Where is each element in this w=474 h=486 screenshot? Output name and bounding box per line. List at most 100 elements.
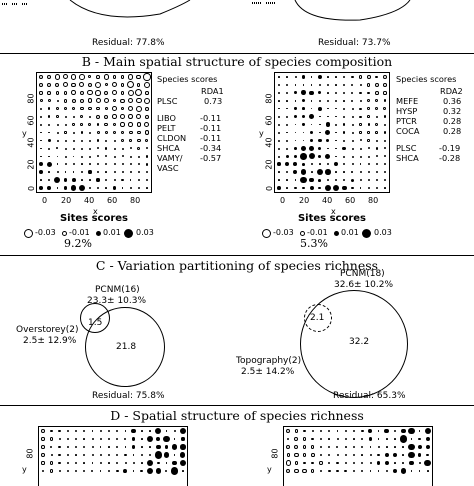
site-score-dot [67, 430, 70, 433]
richness-map [39, 427, 187, 475]
site-score-dot [120, 122, 125, 127]
y-tick: 0 [265, 185, 275, 192]
species-score: -0.11 [200, 113, 222, 123]
species-code: PTCR [396, 116, 417, 126]
site-score-dot [163, 452, 170, 458]
species-code: PLSC [157, 96, 178, 106]
site-score-dot [418, 437, 421, 441]
site-score-dot [278, 123, 281, 126]
site-score-dot [294, 179, 297, 181]
site-score-dot [75, 446, 78, 449]
site-score-dot [344, 462, 347, 465]
site-score-dot [417, 445, 422, 449]
site-score-dot [91, 438, 94, 441]
sites-score-map [275, 73, 389, 192]
site-score-dot [367, 179, 370, 182]
panel-title: B - Main spatial structure of species co… [81, 54, 393, 69]
y-tick: 20 [26, 159, 36, 170]
site-score-dot [309, 145, 315, 151]
site-score-dot [343, 100, 345, 102]
site-score-dot [72, 139, 75, 142]
pcnm-circle [85, 307, 165, 387]
site-score-dot [172, 460, 177, 466]
site-score-dot [97, 163, 100, 166]
pcnm-label: PCNM(16) [95, 285, 140, 295]
site-score-dot [72, 171, 75, 173]
site-score-dot [359, 123, 362, 126]
site-score-dot [286, 123, 289, 126]
site-score-dot [156, 461, 160, 465]
site-score-dot [83, 438, 85, 440]
site-score-dot [89, 139, 92, 142]
site-score-dot [375, 99, 379, 103]
x-tick: 60 [345, 196, 356, 205]
site-score-dot [165, 470, 168, 472]
legend-open-small [62, 231, 67, 236]
site-score-dot [358, 75, 363, 79]
site-score-dot [359, 139, 362, 142]
site-score-dot [71, 106, 76, 111]
site-score-dot [64, 139, 67, 142]
legend-filled-large [362, 229, 371, 238]
site-score-dot [145, 138, 149, 142]
site-score-dot [294, 76, 297, 79]
site-score-dot [89, 187, 92, 190]
site-score-dot [91, 446, 94, 449]
pcnm-circle [300, 290, 408, 398]
site-score-dot [351, 131, 354, 134]
site-score-dot [54, 74, 60, 80]
x-tick: 0 [280, 196, 286, 205]
site-score-dot [96, 178, 100, 182]
x-tick: 80 [368, 196, 379, 205]
species-code: CLDON [157, 133, 187, 143]
site-score-dot [278, 92, 281, 95]
site-score-dot [47, 91, 52, 95]
legend-label: -0.03 [273, 228, 294, 237]
site-score-dot [74, 429, 78, 433]
site-score-dot [384, 171, 387, 174]
site-score-dot [301, 145, 306, 151]
site-score-dot [375, 171, 378, 174]
site-score-dot [108, 446, 110, 448]
site-score-dot [392, 468, 398, 474]
site-score-dot [425, 436, 431, 442]
site-score-dot [149, 430, 151, 432]
site-score-dot [154, 451, 162, 459]
site-score-dot [278, 100, 280, 102]
species-code: MEFE [396, 96, 419, 106]
site-score-dot [147, 436, 153, 442]
site-score-dot [145, 154, 149, 158]
y-axis-label: y [22, 465, 27, 474]
x-tick: 60 [107, 196, 118, 205]
site-score-dot [66, 469, 69, 473]
site-score-dot [144, 121, 150, 128]
site-score-dot [294, 139, 297, 142]
site-score-dot [39, 162, 44, 167]
site-score-dot [293, 146, 297, 150]
site-score-dot [41, 445, 45, 449]
site-score-dot [336, 430, 339, 432]
site-score-dot [67, 446, 70, 449]
site-score-dot [367, 115, 370, 118]
site-score-dot [40, 131, 42, 134]
site-score-dot [424, 459, 432, 467]
site-score-dot [56, 99, 59, 102]
site-score-dot [72, 155, 75, 158]
site-score-dot [375, 107, 379, 111]
site-score-dot [80, 147, 83, 150]
site-score-dot [317, 74, 322, 80]
site-score-dot [135, 89, 143, 97]
site-score-dot [50, 445, 53, 448]
site-score-dot [127, 81, 135, 89]
site-score-dot [309, 90, 314, 96]
site-score-dot [88, 170, 92, 174]
residual-label: Residual: 73.7% [318, 38, 391, 48]
site-score-dot [78, 74, 85, 80]
site-score-dot [325, 129, 331, 136]
site-score-dot [66, 453, 69, 457]
site-score-dot [301, 90, 306, 96]
explained-percent: 9.2% [64, 237, 92, 250]
site-score-dot [341, 185, 347, 191]
site-score-dot [46, 161, 52, 167]
site-score-dot [127, 89, 134, 96]
